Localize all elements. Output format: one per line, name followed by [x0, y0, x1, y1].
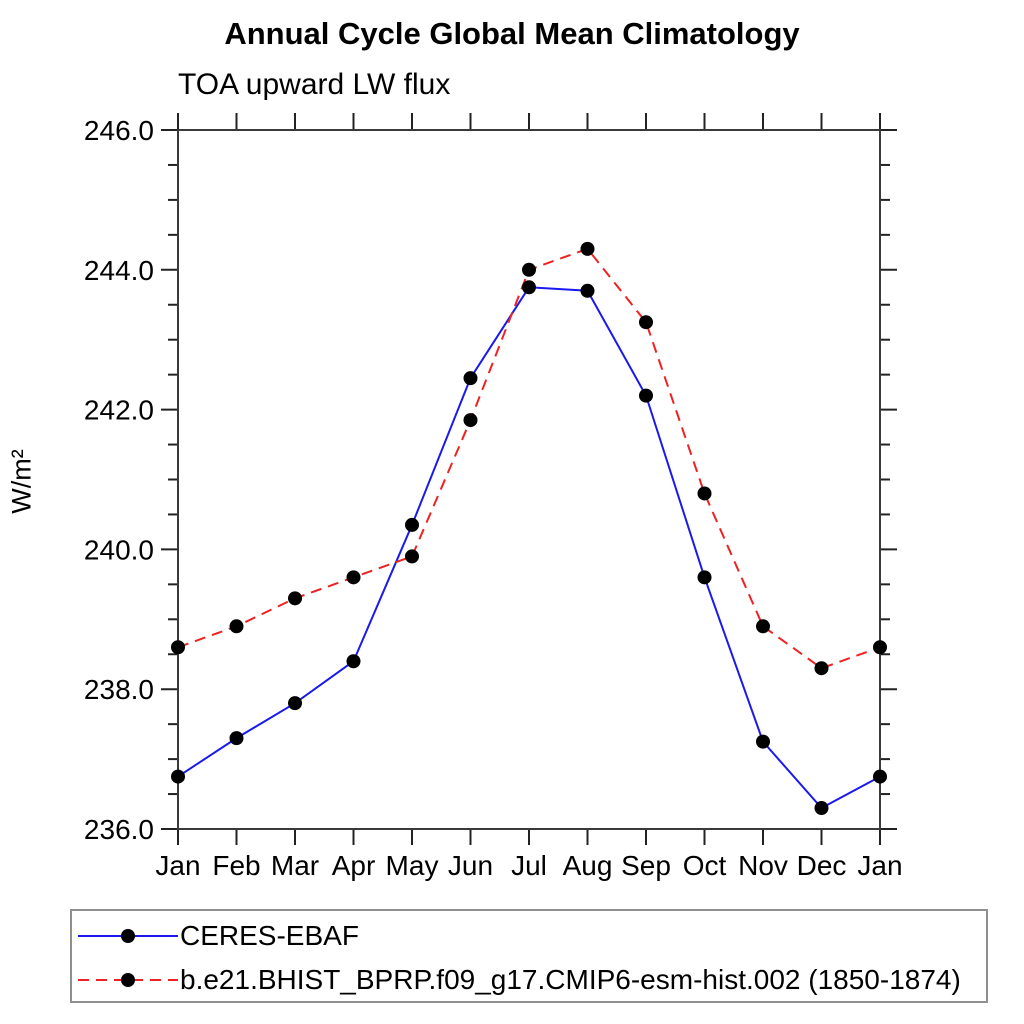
data-point-marker-0 — [405, 517, 419, 532]
data-point-marker-1 — [580, 241, 595, 256]
series-line-1 — [177, 247, 881, 670]
data-point-marker-1 — [639, 315, 653, 330]
legend-line-sample — [78, 973, 178, 987]
data-point-marker-1 — [697, 486, 712, 501]
legend-marker-icon — [121, 973, 135, 987]
data-point-marker-0 — [756, 734, 770, 749]
x-tick-label: May — [386, 850, 439, 881]
data-point-marker-0 — [522, 280, 536, 295]
legend-item-ceres: CERES-EBAF — [78, 914, 986, 958]
x-tick-label: Nov — [738, 850, 788, 881]
data-point-marker-0 — [639, 388, 653, 403]
legend-label: b.e21.BHIST_BPRP.f09_g17.CMIP6-esm-hist.… — [180, 964, 961, 995]
data-point-marker-0 — [580, 283, 595, 298]
plot-box — [177, 129, 881, 830]
data-point-marker-0 — [346, 654, 361, 669]
x-tick-label: Aug — [563, 850, 613, 881]
data-point-marker-1 — [229, 619, 244, 634]
data-point-marker-0 — [288, 696, 302, 711]
data-point-marker-1 — [463, 413, 478, 428]
y-tick-label: 238.0 — [84, 674, 154, 705]
legend-box: CERES-EBAF b.e21.BHIST_BPRP.f09_g17.CMIP… — [70, 909, 988, 1003]
data-point-marker-1 — [346, 570, 361, 585]
x-tick-label: Oct — [683, 850, 727, 881]
data-point-marker-0 — [814, 801, 829, 816]
x-tick-label: Jun — [448, 850, 493, 881]
legend-item-model: b.e21.BHIST_BPRP.f09_g17.CMIP6-esm-hist.… — [78, 958, 986, 1002]
data-point-marker-1 — [405, 549, 419, 564]
x-tick-label: Jan — [857, 850, 902, 881]
y-tick-label: 244.0 — [84, 255, 154, 286]
chart-title: Annual Cycle Global Mean Climatology — [224, 16, 800, 51]
data-point-marker-1 — [756, 619, 770, 634]
x-tick-label: Jul — [511, 850, 547, 881]
y-tick-label: 240.0 — [84, 534, 154, 565]
data-point-marker-1 — [522, 262, 536, 277]
y-tick-label: 246.0 — [84, 115, 154, 146]
data-point-marker-1 — [814, 661, 829, 676]
chart-subtitle: TOA upward LW flux — [178, 68, 451, 101]
x-tick-label: Mar — [271, 850, 319, 881]
x-tick-label: Sep — [621, 850, 671, 881]
x-tick-label: Dec — [797, 850, 847, 881]
x-tick-label: Apr — [332, 850, 376, 881]
data-point-marker-0 — [697, 570, 712, 585]
legend-label: CERES-EBAF — [180, 920, 359, 951]
y-tick-label: 242.0 — [84, 395, 154, 426]
data-point-marker-0 — [229, 731, 244, 746]
series-line-0 — [177, 286, 881, 810]
x-tick-label: Jan — [155, 850, 200, 881]
legend-line-sample — [78, 929, 178, 943]
y-tick-label: 236.0 — [84, 814, 154, 845]
x-tick-label: Feb — [212, 850, 260, 881]
legend-marker-icon — [121, 929, 135, 943]
data-point-marker-0 — [171, 769, 185, 784]
data-point-marker-0 — [463, 371, 478, 386]
data-point-marker-0 — [873, 769, 887, 784]
data-point-marker-1 — [288, 591, 302, 606]
data-point-marker-1 — [873, 640, 887, 655]
data-point-marker-1 — [171, 640, 185, 655]
